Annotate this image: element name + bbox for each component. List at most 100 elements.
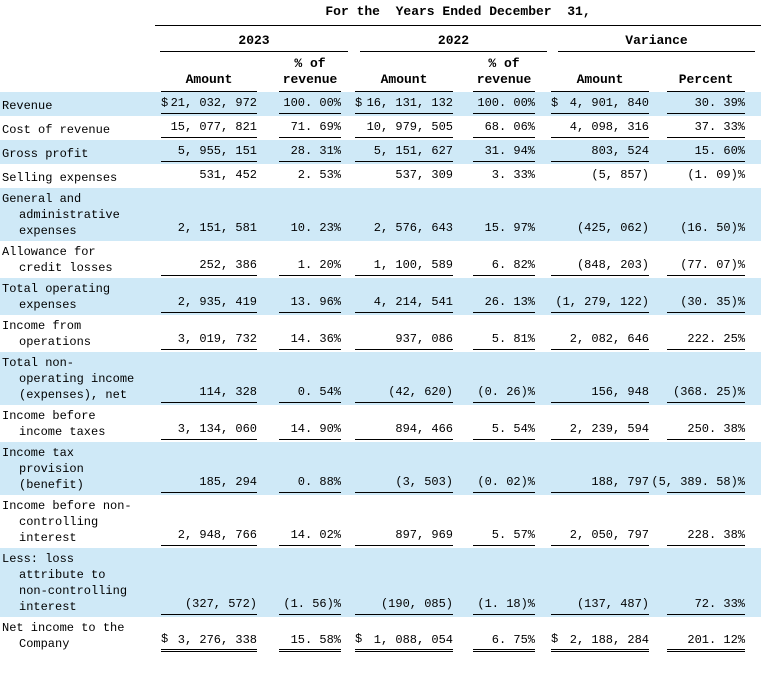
cell-variance-amount: $4, 901, 840 bbox=[547, 92, 655, 116]
financial-table: 2023 2022 Variance Amount % of revenue bbox=[0, 26, 761, 654]
title-spacer bbox=[0, 3, 155, 26]
cell-value: 3, 134, 060 bbox=[177, 422, 257, 436]
table-row: Net income to the Company $3, 276, 338 15… bbox=[0, 617, 761, 654]
cell-value: 5, 955, 151 bbox=[177, 144, 257, 158]
cell-value: 2, 188, 284 bbox=[569, 633, 649, 647]
cell-value: (1. 56)% bbox=[283, 597, 341, 611]
cell-value: 71. 69% bbox=[290, 120, 341, 134]
cell-variance-amount: 2, 082, 646 bbox=[547, 315, 655, 352]
cell-2023-pct: 1. 20% bbox=[259, 241, 349, 278]
cell-2022-pct: 3. 33% bbox=[461, 164, 547, 188]
cell-value: 68. 06% bbox=[484, 120, 535, 134]
column-header-variance-amount: Amount bbox=[551, 72, 649, 92]
currency-symbol: $ bbox=[355, 632, 363, 646]
cell-2023-amount: 2, 935, 419 bbox=[155, 278, 259, 315]
table-title-row: For the Years Ended December 31, bbox=[0, 3, 761, 26]
cell-value: 5. 81% bbox=[491, 332, 535, 346]
cell-variance-pct: 228. 38% bbox=[655, 495, 761, 548]
cell-value: 15. 58% bbox=[290, 633, 341, 647]
cell-2022-amount: (3, 503) bbox=[349, 442, 461, 495]
row-label: Gross profit bbox=[2, 147, 89, 161]
cell-2022-amount: 10, 979, 505 bbox=[349, 116, 461, 140]
cell-2022-pct: 26. 13% bbox=[461, 278, 547, 315]
cell-value: 803, 524 bbox=[591, 144, 649, 158]
cell-value: 10, 979, 505 bbox=[366, 120, 453, 134]
cell-2022-amount: 4, 214, 541 bbox=[349, 278, 461, 315]
cell-value: 3, 276, 338 bbox=[177, 633, 257, 647]
cell-2022-pct: 6. 75% bbox=[461, 617, 547, 654]
cell-2022-amount: 897, 969 bbox=[349, 495, 461, 548]
cell-2023-amount: 185, 294 bbox=[155, 442, 259, 495]
cell-variance-amount: 803, 524 bbox=[547, 140, 655, 164]
cell-value: 14. 90% bbox=[290, 422, 341, 436]
cell-value: (16. 50)% bbox=[680, 221, 746, 235]
cell-2023-amount: 15, 077, 821 bbox=[155, 116, 259, 140]
cell-2023-amount: 3, 019, 732 bbox=[155, 315, 259, 352]
cell-2023-pct: 14. 02% bbox=[259, 495, 349, 548]
cell-value: 6. 75% bbox=[491, 633, 535, 647]
cell-value: 1, 100, 589 bbox=[373, 258, 453, 272]
table-row: General and administrative expenses 2, 151… bbox=[0, 188, 761, 241]
cell-2023-amount: 2, 948, 766 bbox=[155, 495, 259, 548]
cell-value: 1. 20% bbox=[297, 258, 341, 272]
cell-2023-pct: 15. 58% bbox=[259, 617, 349, 654]
cell-2023-pct: 0. 88% bbox=[259, 442, 349, 495]
cell-2022-amount: 537, 309 bbox=[349, 164, 461, 188]
cell-value: 15. 60% bbox=[694, 144, 746, 158]
cell-value: 6. 82% bbox=[491, 258, 535, 272]
cell-value: 30. 39% bbox=[694, 96, 746, 110]
cell-value: 4, 214, 541 bbox=[373, 295, 453, 309]
currency-symbol: $ bbox=[355, 96, 363, 110]
cell-variance-pct: (1. 09)% bbox=[655, 164, 761, 188]
cell-value: (137, 487) bbox=[576, 597, 649, 611]
cell-variance-amount: (5, 857) bbox=[547, 164, 655, 188]
cell-variance-amount: 4, 098, 316 bbox=[547, 116, 655, 140]
cell-2022-pct: 15. 97% bbox=[461, 188, 547, 241]
table-row: Selling expenses 531, 452 2. 53% 537, 30… bbox=[0, 164, 761, 188]
currency-symbol: $ bbox=[161, 632, 169, 646]
cell-value: (190, 085) bbox=[380, 597, 453, 611]
cell-variance-amount: 2, 050, 797 bbox=[547, 495, 655, 548]
cell-2023-pct: 28. 31% bbox=[259, 140, 349, 164]
table-row: Income before income taxes 3, 134, 060 14… bbox=[0, 405, 761, 442]
cell-value: 13. 96% bbox=[290, 295, 341, 309]
cell-2023-amount: $21, 032, 972 bbox=[155, 92, 259, 116]
column-header-spacer bbox=[0, 52, 155, 92]
cell-2022-pct: 100. 00% bbox=[461, 92, 547, 116]
cell-value: 2, 948, 766 bbox=[177, 528, 257, 542]
cell-variance-amount: 188, 797 bbox=[547, 442, 655, 495]
cell-value: 26. 13% bbox=[484, 295, 535, 309]
cell-value: 4, 901, 840 bbox=[569, 96, 649, 110]
row-label: Net income to the Company bbox=[2, 621, 125, 651]
cell-2022-amount: 2, 576, 643 bbox=[349, 188, 461, 241]
table-row: Income before non-controlling interest 2,… bbox=[0, 495, 761, 548]
currency-symbol: $ bbox=[161, 96, 169, 110]
row-label: Revenue bbox=[2, 99, 53, 113]
cell-2023-amount: 531, 452 bbox=[155, 164, 259, 188]
cell-2023-pct: 14. 90% bbox=[259, 405, 349, 442]
cell-2022-pct: 5. 54% bbox=[461, 405, 547, 442]
cell-2022-pct: 6. 82% bbox=[461, 241, 547, 278]
cell-value: 1, 088, 054 bbox=[373, 633, 453, 647]
column-header-2022-pct-of-revenue: % of revenue bbox=[473, 56, 535, 92]
cell-value: 156, 948 bbox=[591, 385, 649, 399]
cell-value: (425, 062) bbox=[576, 221, 649, 235]
cell-value: 14. 02% bbox=[290, 528, 341, 542]
row-label: Total non-operating income (expenses), ne… bbox=[2, 356, 135, 402]
cell-variance-pct: 222. 25% bbox=[655, 315, 761, 352]
cell-variance-amount: (137, 487) bbox=[547, 548, 655, 617]
group-header-spacer bbox=[0, 26, 155, 52]
cell-2022-amount: $1, 088, 054 bbox=[349, 617, 461, 654]
cell-value: 897, 969 bbox=[395, 528, 453, 542]
cell-2023-amount: 3, 134, 060 bbox=[155, 405, 259, 442]
cell-value: 2, 935, 419 bbox=[177, 295, 257, 309]
cell-2022-pct: 5. 57% bbox=[461, 495, 547, 548]
cell-value: (77. 07)% bbox=[680, 258, 746, 272]
cell-variance-amount: 2, 239, 594 bbox=[547, 405, 655, 442]
cell-variance-pct: (16. 50)% bbox=[655, 188, 761, 241]
currency-symbol: $ bbox=[551, 632, 559, 646]
cell-2023-amount: 252, 386 bbox=[155, 241, 259, 278]
cell-value: (5, 389. 58)% bbox=[651, 475, 746, 489]
row-label: Selling expenses bbox=[2, 171, 118, 185]
